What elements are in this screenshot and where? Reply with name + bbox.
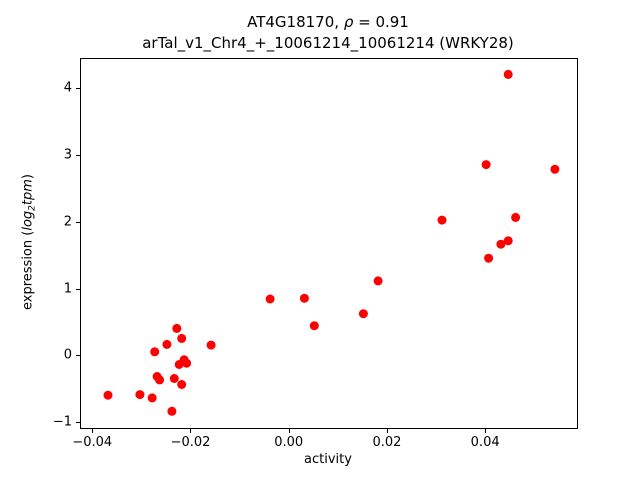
scatter-point bbox=[206, 340, 216, 350]
y-tick-mark bbox=[76, 88, 80, 90]
x-tick-mark bbox=[190, 429, 192, 433]
scatter-point bbox=[511, 212, 521, 222]
y-tick-label: 2 bbox=[63, 214, 72, 230]
x-tick-mark bbox=[288, 429, 290, 433]
y-axis-label-suffix: ) bbox=[20, 174, 36, 180]
y-tick-label: 0 bbox=[63, 347, 72, 363]
y-tick-mark bbox=[76, 288, 80, 290]
scatter-point bbox=[177, 333, 187, 343]
scatter-point bbox=[299, 293, 309, 303]
chart-title: AT4G18170, ρ = 0.91 arTal_v1_Chr4_+_1006… bbox=[142, 12, 514, 54]
x-tick-label: −0.04 bbox=[72, 435, 113, 450]
title-rho-symbol: ρ bbox=[343, 13, 354, 31]
scatter-point bbox=[265, 294, 275, 304]
scatter-point bbox=[484, 253, 494, 263]
x-tick-mark bbox=[92, 429, 94, 433]
scatter-point bbox=[147, 393, 157, 403]
scatter-point bbox=[481, 160, 491, 170]
y-tick-mark bbox=[76, 154, 80, 156]
scatter-point bbox=[309, 321, 319, 331]
scatter-point bbox=[162, 339, 172, 349]
scatter-point bbox=[167, 406, 177, 416]
x-tick-label: −0.02 bbox=[170, 435, 211, 450]
title-correlation-value: = 0.91 bbox=[353, 13, 409, 31]
scatter-point bbox=[172, 323, 182, 333]
scatter-point bbox=[503, 236, 513, 246]
y-tick-mark bbox=[76, 355, 80, 357]
x-tick-label: 0.04 bbox=[470, 435, 500, 450]
scatter-point bbox=[103, 390, 113, 400]
scatter-point bbox=[496, 239, 506, 249]
scatter-point bbox=[373, 276, 383, 286]
scatter-points-layer bbox=[103, 69, 560, 416]
y-tick-mark bbox=[76, 221, 80, 223]
chart-title-line2: arTal_v1_Chr4_+_10061214_10061214 (WRKY2… bbox=[142, 34, 514, 52]
title-gene-id: AT4G18170, bbox=[247, 13, 344, 31]
x-axis-label: activity bbox=[304, 452, 352, 467]
scatter-point bbox=[550, 164, 560, 174]
x-tick-label: 0.02 bbox=[372, 435, 402, 450]
scatter-point bbox=[155, 375, 165, 385]
x-tick-mark bbox=[386, 429, 388, 433]
scatter-point bbox=[503, 69, 513, 79]
y-axis-label-var: tpm bbox=[20, 179, 36, 206]
y-axis-label: expression (log2tpm) bbox=[21, 174, 38, 310]
y-tick-mark bbox=[76, 422, 80, 424]
scatter-point bbox=[437, 215, 447, 225]
scatter-point bbox=[177, 380, 187, 389]
scatter-point bbox=[150, 347, 160, 357]
y-tick-label: 3 bbox=[63, 147, 72, 163]
plot-area bbox=[80, 58, 578, 429]
y-axis-label-prefix: expression ( bbox=[20, 230, 36, 310]
scatter-point bbox=[358, 309, 368, 319]
y-axis-label-subscript: 2 bbox=[27, 205, 38, 211]
y-tick-label: 1 bbox=[63, 281, 72, 297]
y-axis-label-log: log bbox=[20, 210, 36, 231]
chart-title-line1: AT4G18170, ρ = 0.91 bbox=[142, 12, 514, 33]
scatter-point bbox=[135, 390, 145, 400]
scatter-point bbox=[182, 358, 192, 368]
scatter-point bbox=[169, 374, 179, 383]
x-tick-label: 0.00 bbox=[274, 435, 304, 450]
y-tick-label: −1 bbox=[52, 414, 72, 430]
y-tick-label: 4 bbox=[63, 80, 72, 96]
x-tick-mark bbox=[485, 429, 487, 433]
